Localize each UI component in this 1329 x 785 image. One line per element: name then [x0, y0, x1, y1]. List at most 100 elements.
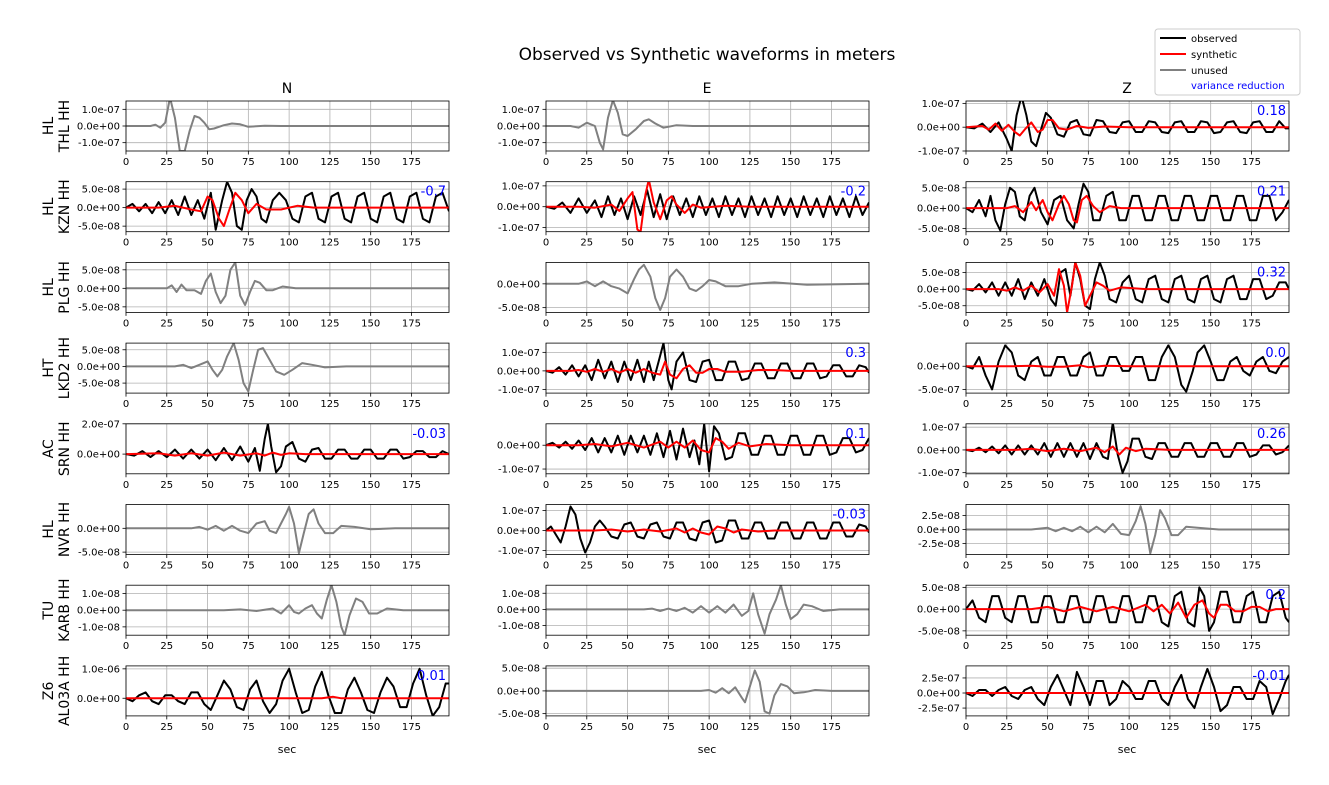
panel-frame [545, 342, 870, 394]
x-tick-label: 50 [1041, 399, 1054, 410]
y-tick-label: 0.0e+00 [77, 362, 120, 373]
observed-trace [966, 667, 1289, 716]
x-tick-label: 75 [1082, 157, 1095, 168]
y-tick-label: 1.0e-07 [502, 348, 540, 359]
y-tick-label: 0.0e+00 [77, 284, 120, 295]
x-tick-label: 75 [1082, 561, 1095, 572]
y-tick-label: 0.0e+00 [497, 686, 540, 697]
station-network: HT [41, 358, 57, 378]
x-tick-label: 175 [822, 722, 841, 733]
synthetic-trace [546, 181, 869, 232]
variance-reduction-label: -0.2 [841, 185, 866, 200]
x-tick-label: 100 [1120, 318, 1139, 329]
x-tick-label: 75 [242, 399, 255, 410]
observed-trace [126, 667, 449, 716]
synthetic-trace [966, 599, 1289, 619]
x-tick-label: 25 [580, 561, 593, 572]
x-tick-label: 0 [963, 480, 969, 491]
x-tick-label: 125 [1160, 722, 1179, 733]
column-header-e: E [703, 81, 712, 97]
y-tick-label: 0.0e+00 [917, 525, 960, 536]
x-tick-label: 100 [700, 157, 719, 168]
variance-reduction-label: -0.03 [412, 427, 446, 442]
x-tick-label: 125 [740, 399, 759, 410]
x-tick-label: 25 [580, 157, 593, 168]
x-tick-label: 50 [201, 480, 214, 491]
x-tick-label: 50 [201, 641, 214, 652]
x-tick-label: 100 [700, 722, 719, 733]
legend-label-observed: observed [1191, 34, 1237, 45]
station-network: HL [41, 117, 57, 136]
x-tick-label: 175 [1242, 480, 1261, 491]
x-axis-label-e: sec [698, 743, 717, 756]
panel-frame [965, 423, 1290, 475]
y-tick-label: -1.0e-07 [918, 468, 960, 479]
x-tick-label: 100 [1120, 561, 1139, 572]
panel-frame [125, 504, 450, 555]
y-tick-label: -2.5e-08 [918, 539, 960, 550]
x-tick-label: 175 [822, 238, 841, 249]
x-tick-label: 125 [320, 399, 339, 410]
x-tick-label: 25 [580, 399, 593, 410]
panel-z6-n: 0 25 50 75 100 125 150 175 1.0e-06 0.0e+00 0.01 [77, 664, 450, 733]
y-tick-label: 0.0e+00 [917, 285, 960, 296]
x-tick-label: 50 [621, 318, 634, 329]
x-tick-label: 50 [1041, 480, 1054, 491]
x-tick-label: 50 [621, 238, 634, 249]
x-tick-label: 125 [740, 238, 759, 249]
panel-frame [125, 665, 450, 717]
x-tick-label: 175 [822, 318, 841, 329]
panel-hl-e: 0 25 50 75 100 125 150 175 1.0e-07 0.0e+00 -1.0e-0… [497, 504, 870, 572]
x-tick-label: 125 [740, 641, 759, 652]
station-code: AL03A HH [57, 656, 73, 726]
x-tick-label: 50 [201, 561, 214, 572]
panel-tu-n: 0 25 50 75 100 125 150 175 1.0e-08 0.0e+00 -1.0e-0… [77, 584, 450, 652]
unused-trace [546, 585, 869, 635]
x-tick-label: 125 [1160, 399, 1179, 410]
station-code: PLG HH [57, 261, 73, 314]
x-tick-label: 0 [543, 480, 549, 491]
x-tick-label: 25 [1000, 238, 1013, 249]
panel-z6-e: 0 25 50 75 100 125 150 175 5.0e-08 0.0e+00 -5.0e-0… [497, 664, 870, 733]
y-tick-label: 0.0e+00 [917, 445, 960, 456]
y-tick-label: 0.0e+00 [77, 694, 120, 705]
x-tick-label: 175 [1242, 641, 1261, 652]
x-tick-label: 50 [621, 157, 634, 168]
legend-frame [1154, 28, 1301, 96]
x-axis-labels: sec sec sec [278, 743, 1137, 756]
panel-hl-n: 0 25 50 75 100 125 150 175 5.0e-08 0.0e+00 -5.0e-0… [77, 261, 450, 329]
x-tick-label: 100 [280, 238, 299, 249]
station-network: TU [41, 601, 57, 621]
panel-frame [965, 181, 1290, 233]
synthetic-trace [126, 695, 449, 700]
panel-hl-z: 0 25 50 75 100 125 150 175 1.0e-07 0.0e+00 -1.0e-0… [917, 99, 1290, 168]
station-label: Z6AL03A HH [41, 656, 73, 726]
synthetic-trace [126, 451, 449, 457]
variance-reduction-label: 0.2 [1265, 588, 1286, 603]
y-tick-label: -1.0e-07 [78, 138, 120, 149]
y-tick-label: 5.0e-08 [922, 583, 960, 594]
x-tick-label: 150 [361, 399, 380, 410]
observed-trace [966, 182, 1289, 232]
x-tick-label: 150 [361, 318, 380, 329]
x-tick-label: 0 [963, 157, 969, 168]
x-tick-label: 75 [242, 561, 255, 572]
y-tick-label: 0.0e+00 [917, 362, 960, 373]
x-tick-label: 0 [543, 722, 549, 733]
x-tick-label: 100 [280, 157, 299, 168]
x-tick-label: 25 [160, 480, 173, 491]
x-tick-label: 100 [1120, 722, 1139, 733]
y-tick-label: 0.0e+00 [497, 122, 540, 133]
x-tick-label: 75 [242, 641, 255, 652]
panel-ht-e: 0 25 50 75 100 125 150 175 1.0e-07 0.0e+00 -1.0e-0… [497, 342, 870, 410]
x-tick-label: 150 [1201, 641, 1220, 652]
x-tick-label: 100 [700, 641, 719, 652]
legend-label-variance-reduction: variance reduction [1191, 81, 1285, 92]
x-tick-label: 50 [621, 480, 634, 491]
panel-frame [125, 261, 450, 313]
x-tick-label: 75 [242, 722, 255, 733]
x-tick-label: 50 [201, 238, 214, 249]
x-tick-label: 150 [781, 641, 800, 652]
x-tick-label: 150 [361, 480, 380, 491]
unused-trace [126, 505, 449, 555]
